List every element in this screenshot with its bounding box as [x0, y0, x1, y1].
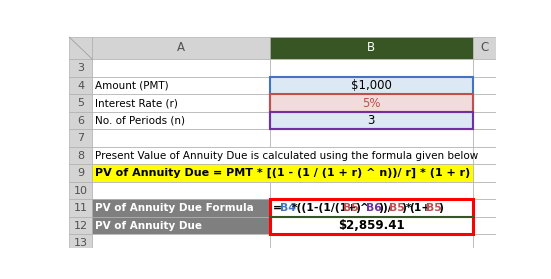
Bar — [473, 129, 496, 147]
Text: C: C — [480, 42, 489, 54]
Text: (1+: (1+ — [409, 203, 430, 213]
Text: Interest Rate (r): Interest Rate (r) — [95, 98, 178, 108]
Bar — [69, 217, 93, 234]
Bar — [69, 129, 93, 147]
Text: $2,859.41: $2,859.41 — [338, 219, 404, 232]
Bar — [473, 199, 496, 217]
Bar — [69, 59, 93, 77]
Text: 7: 7 — [77, 133, 84, 143]
Text: PV of Annuity Due = PMT * [(1 - (1 / (1 + r) ^ n))/ r] * (1 + r): PV of Annuity Due = PMT * [(1 - (1 / (1 … — [95, 168, 471, 178]
Text: No. of Periods (n): No. of Periods (n) — [95, 116, 185, 126]
Bar — [473, 147, 496, 164]
Bar — [93, 129, 269, 147]
Bar — [473, 77, 496, 94]
Bar — [269, 199, 473, 217]
Bar — [269, 59, 473, 77]
Text: B5: B5 — [343, 203, 359, 213]
Bar — [69, 199, 93, 217]
Bar — [269, 217, 473, 234]
Text: *((1-(1/(1+: *((1-(1/(1+ — [292, 203, 358, 213]
Text: 5: 5 — [77, 98, 84, 108]
Bar — [69, 94, 93, 112]
Bar — [69, 147, 93, 164]
Bar — [93, 112, 269, 129]
Text: Present Value of Annuity Due is calculated using the formula given below: Present Value of Annuity Due is calculat… — [95, 151, 479, 160]
Bar — [93, 77, 269, 94]
Bar — [93, 182, 269, 199]
Text: 9: 9 — [77, 168, 84, 178]
Text: )*: )* — [401, 203, 412, 213]
Text: 5%: 5% — [362, 97, 380, 110]
Text: 13: 13 — [74, 238, 88, 248]
Bar — [269, 94, 473, 112]
Bar — [269, 199, 473, 234]
Text: PV of Annuity Due Formula: PV of Annuity Due Formula — [95, 203, 254, 213]
Bar — [269, 77, 473, 94]
Text: B4: B4 — [280, 203, 296, 213]
Bar — [93, 234, 269, 252]
Bar — [69, 37, 93, 59]
Bar — [269, 37, 473, 59]
Bar — [269, 112, 473, 129]
Bar — [93, 59, 269, 77]
Bar — [269, 77, 473, 129]
Text: B: B — [367, 42, 375, 54]
Bar — [93, 37, 269, 59]
Text: PV of Annuity Due: PV of Annuity Due — [95, 221, 202, 230]
Bar — [93, 199, 269, 217]
Text: 3: 3 — [77, 63, 84, 73]
Text: B6: B6 — [366, 203, 382, 213]
Bar — [473, 164, 496, 182]
Bar — [93, 94, 269, 112]
Bar — [269, 94, 473, 112]
Text: $1,000: $1,000 — [351, 79, 392, 92]
Bar — [473, 182, 496, 199]
Bar — [269, 182, 473, 199]
Bar — [69, 77, 93, 94]
Text: 10: 10 — [74, 186, 88, 196]
Bar — [473, 234, 496, 252]
Bar — [473, 59, 496, 77]
Text: 4: 4 — [77, 81, 84, 90]
Bar — [93, 147, 473, 164]
Text: 11: 11 — [74, 203, 88, 213]
Bar — [69, 164, 93, 182]
Bar — [93, 164, 473, 182]
Bar — [69, 112, 93, 129]
Text: ): ) — [438, 203, 443, 213]
Text: B5: B5 — [389, 203, 404, 213]
Text: B5: B5 — [426, 203, 441, 213]
Bar — [473, 37, 496, 59]
Text: 6: 6 — [77, 116, 84, 126]
Bar — [269, 129, 473, 147]
Bar — [269, 234, 473, 252]
Bar — [69, 234, 93, 252]
Text: Amount (PMT): Amount (PMT) — [95, 81, 169, 90]
Bar — [93, 217, 269, 234]
Text: )^: )^ — [355, 203, 369, 213]
Text: 12: 12 — [73, 221, 88, 230]
Text: A: A — [177, 42, 185, 54]
Text: 8: 8 — [77, 151, 84, 160]
Bar — [269, 112, 473, 129]
Bar — [473, 217, 496, 234]
Bar — [69, 182, 93, 199]
Text: ))/: ))/ — [378, 203, 392, 213]
Bar — [473, 94, 496, 112]
Text: =: = — [273, 203, 282, 213]
Text: 3: 3 — [368, 114, 375, 127]
Bar — [473, 112, 496, 129]
